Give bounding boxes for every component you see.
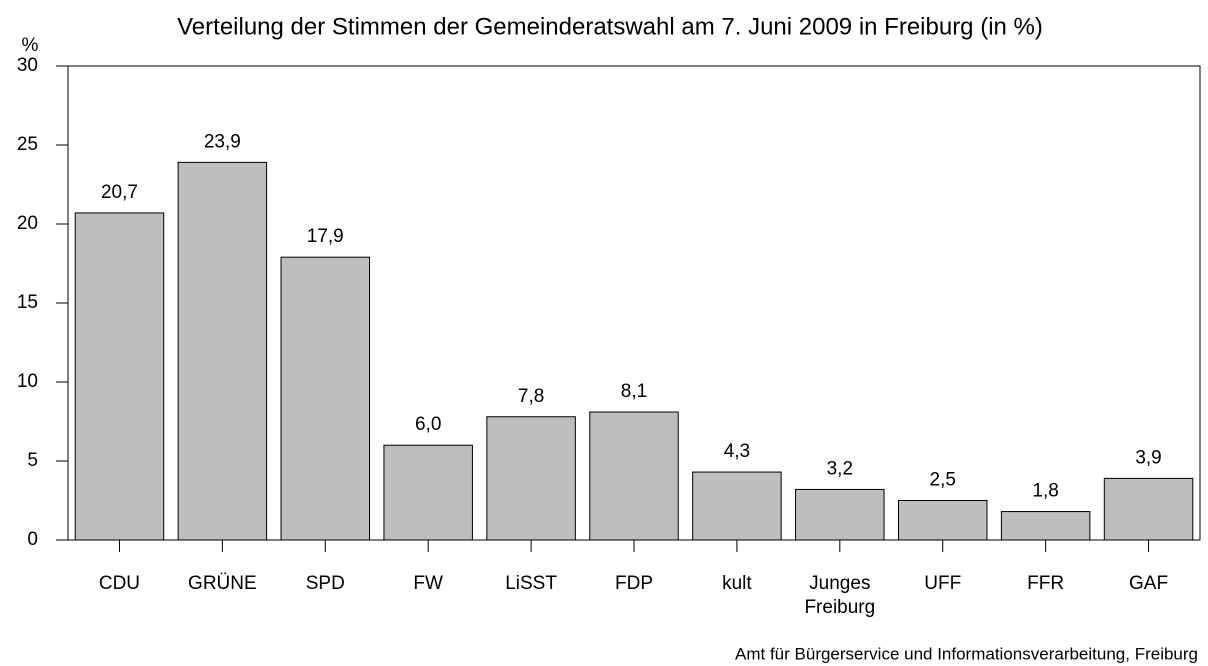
x-tick-label: kult (722, 573, 752, 594)
x-tick-label: UFF (924, 573, 961, 594)
bar (280, 256, 371, 541)
y-tick-label: 25 (17, 134, 38, 155)
value-label: 4,3 (724, 441, 750, 462)
bar (795, 488, 885, 541)
value-label: 8,1 (621, 381, 647, 402)
x-tick-label: SPD (306, 573, 345, 594)
y-axis-label: % (22, 35, 39, 56)
x-tick-label: FDP (615, 573, 653, 594)
value-label: 17,9 (307, 226, 344, 247)
bar (177, 161, 268, 541)
x-tick-label: Junges Freiburg (804, 573, 875, 618)
value-label: 23,9 (204, 131, 241, 152)
value-label: 6,0 (415, 414, 441, 435)
bar (1000, 511, 1091, 541)
value-label: 1,8 (1032, 481, 1058, 502)
y-tick-label: 5 (27, 450, 38, 471)
value-label: 20,7 (101, 182, 138, 203)
x-tick-label: CDU (99, 573, 140, 594)
source: Amt für Bürgerservice und Informationsve… (735, 644, 1198, 663)
bar (692, 471, 782, 541)
x-tick-label: FW (413, 573, 443, 594)
value-label: 2,5 (930, 470, 956, 491)
chart-title: Verteilung der Stimmen der Gemeinderatsw… (177, 13, 1043, 40)
bar (1103, 477, 1194, 541)
y-tick-label: 10 (17, 371, 38, 392)
bar (589, 411, 679, 541)
x-tick-label: LiSST (505, 573, 557, 594)
value-label: 3,9 (1135, 447, 1161, 468)
bar (486, 416, 576, 541)
bar (74, 212, 165, 541)
y-tick-label: 15 (17, 292, 38, 313)
x-tick-label: GRÜNE (188, 573, 257, 594)
y-tick-label: 20 (17, 213, 38, 234)
y-tick-label: 30 (17, 55, 38, 76)
bar (897, 500, 988, 541)
value-label: 3,2 (827, 458, 853, 479)
bar (383, 444, 473, 541)
value-label: 7,8 (518, 386, 544, 407)
x-tick-label: FFR (1027, 573, 1064, 594)
x-tick-label: GAF (1129, 573, 1168, 594)
y-tick-label: 0 (27, 529, 38, 550)
